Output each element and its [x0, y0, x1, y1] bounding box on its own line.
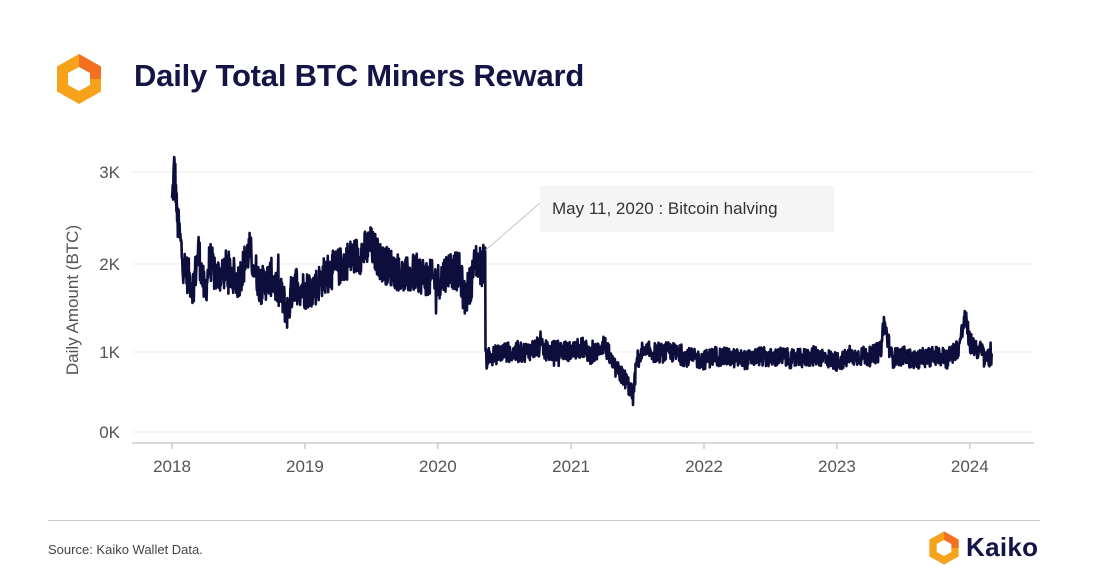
x-tick-label: 2023: [818, 457, 856, 476]
page-title: Daily Total BTC Miners Reward: [134, 58, 585, 93]
axes: 0K 1K 2K 3K 2018 2019 2020 2021 2022 2023 2024: [99, 163, 1034, 476]
kaiko-logo-icon: [57, 54, 101, 104]
y-tick-label: 1K: [99, 343, 120, 362]
annotation-group: May 11, 2020 : Bitcoin halving: [485, 186, 834, 251]
x-tick-label: 2018: [153, 457, 191, 476]
x-tick-label: 2021: [552, 457, 590, 476]
x-tick-label: 2019: [286, 457, 324, 476]
y-tick-label: 0K: [99, 423, 120, 442]
x-tick-label: 2020: [419, 457, 457, 476]
footer-divider: [48, 520, 1040, 521]
y-tick-label: 3K: [99, 163, 120, 182]
annotation-label: May 11, 2020 : Bitcoin halving: [552, 199, 778, 218]
kaiko-logo-icon: [929, 531, 959, 565]
x-tick-label: 2022: [685, 457, 723, 476]
x-tick-label: 2024: [951, 457, 989, 476]
footer-brand-name: Kaiko: [966, 532, 1039, 562]
annotation-leader-line: [485, 202, 541, 251]
y-tick-label: 2K: [99, 255, 120, 274]
series-group: [170, 155, 993, 407]
y-axis-title: Daily Amount (BTC): [63, 225, 82, 375]
source-note: Source: Kaiko Wallet Data.: [48, 542, 203, 557]
series-line: [170, 155, 993, 407]
annotation-box: [540, 186, 834, 232]
